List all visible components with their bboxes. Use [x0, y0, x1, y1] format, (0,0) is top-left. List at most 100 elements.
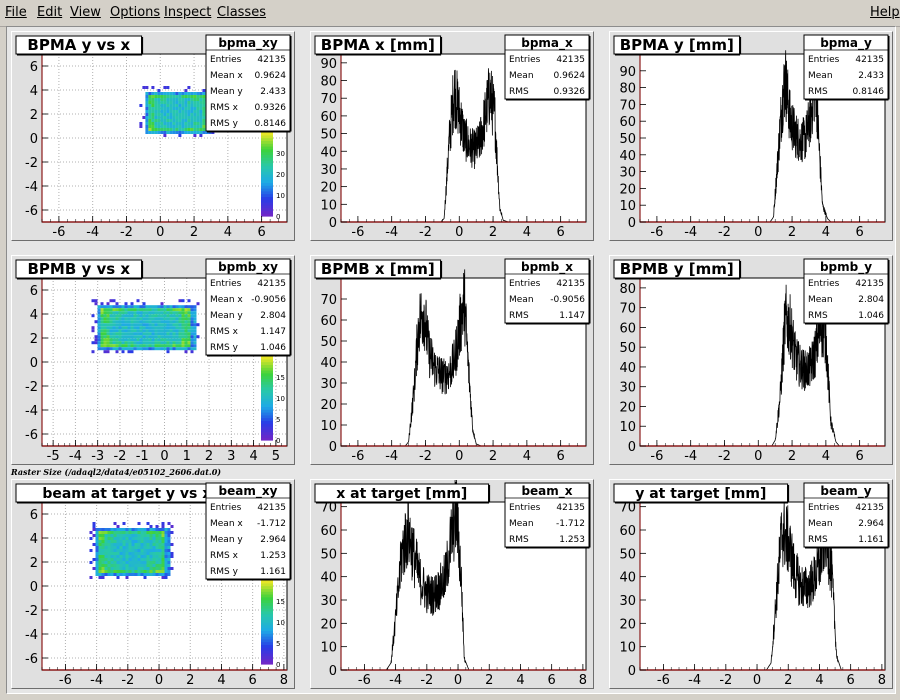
heatmap-cell — [116, 543, 120, 546]
menu-edit[interactable]: Edit — [37, 5, 63, 20]
chart-title: BPMB y vs x — [27, 260, 130, 278]
heatmap-cell — [143, 537, 147, 540]
histogram-series — [385, 480, 470, 671]
heatmap-cell — [157, 101, 161, 104]
heatmap-cell — [106, 335, 110, 339]
heatmap-cell — [92, 543, 96, 546]
heatmap-cell — [175, 326, 179, 330]
heatmap-cell — [167, 570, 171, 573]
heatmap-cell — [193, 113, 197, 116]
heatmap-cell — [109, 299, 113, 303]
heatmap-cell — [118, 317, 122, 321]
root-canvas[interactable]: 0 10 20 30 -6 -4 -2 0 2 4 6 -6 -4 -2 0 2 4 6 BPMA y vs x bp… — [6, 26, 896, 694]
heatmap-cell — [140, 558, 144, 561]
pad-bpmb-y[interactable]: -6 -4 -2 0 2 4 6 0 10 20 30 40 50 60 70 80 BPMB y [mm] bp… — [609, 255, 893, 465]
menu-inspect[interactable]: Inspect — [164, 5, 212, 20]
heatmap-cell — [139, 341, 143, 345]
heatmap-cell — [181, 104, 185, 107]
pad-bpma-x[interactable]: -6 -4 -2 0 2 4 6 0 10 20 30 40 50 60 70 80 90 BPMA x [mm]… — [310, 31, 594, 241]
heatmap-cell — [160, 95, 164, 98]
heatmap-cell — [151, 122, 155, 125]
pad-bpmb-x[interactable]: -6 -4 -2 0 2 4 6 0 10 20 30 40 50 60 70 BPMB x [mm] bpmb… — [310, 255, 594, 465]
heatmap-cell — [125, 576, 129, 579]
heatmap-cell — [145, 122, 149, 125]
heatmap-cell — [113, 528, 117, 531]
heatmap-cell — [134, 531, 138, 534]
heatmap-cell — [187, 122, 191, 125]
heatmap-cell — [181, 299, 185, 303]
heatmap-cell — [166, 119, 170, 122]
heatmap-cell — [155, 534, 159, 537]
palette-swatch — [261, 647, 273, 651]
heatmap-cell — [164, 537, 168, 540]
heatmap-cell — [134, 528, 138, 531]
heatmap-cell — [193, 323, 197, 327]
heatmap-cell — [103, 326, 107, 330]
heatmap-cell — [121, 311, 125, 315]
stats-label: Mean y — [210, 87, 243, 97]
palette-swatch — [261, 378, 273, 382]
heatmap-cell — [161, 534, 165, 537]
heatmap-cell — [121, 314, 125, 318]
heatmap-cell — [122, 549, 126, 552]
heatmap-cell — [196, 101, 200, 104]
pad-beam-x[interactable]: -6 -4 -2 0 2 4 6 8 0 10 20 30 40 50 60 70 x at target [m… — [310, 479, 594, 689]
heatmap-cell — [181, 329, 185, 333]
heatmap-cell — [175, 332, 179, 336]
heatmap-cell — [121, 350, 125, 354]
heatmap-cell — [143, 564, 147, 567]
menu-file[interactable]: File — [5, 5, 27, 20]
heatmap-cell — [193, 317, 197, 321]
heatmap-cell — [148, 308, 152, 312]
pad-beam-xy[interactable]: 0 5 10 15 -6 -4 -2 0 2 4 6 8 -6 -4 -2 0 2 4 6 beam at targe… — [11, 479, 295, 689]
menu-classes[interactable]: Classes — [217, 5, 266, 20]
heatmap-cell — [190, 122, 194, 125]
heatmap-cell — [160, 317, 164, 321]
heatmap-cell — [157, 128, 161, 131]
menu-view[interactable]: View — [70, 5, 101, 20]
heatmap-cell — [167, 549, 171, 552]
heatmap-cell — [145, 128, 149, 131]
heatmap-cell — [154, 101, 158, 104]
menu-help[interactable]: Help — [870, 5, 900, 20]
heatmap-cell — [184, 107, 188, 110]
heatmap-cell — [121, 332, 125, 336]
heatmap-cell — [97, 335, 101, 339]
y-tick-label: 90 — [619, 65, 636, 80]
stats-label: Entries — [808, 279, 840, 289]
heatmap-cell — [202, 107, 206, 110]
stats-label: Entries — [210, 55, 242, 65]
menu-options[interactable]: Options — [110, 5, 161, 20]
heatmap-cell — [190, 323, 194, 327]
palette-swatch — [261, 389, 273, 393]
heatmap-cell — [98, 549, 102, 552]
pad-beam-y[interactable]: -6 -4 -2 0 2 4 6 8 0 10 20 30 40 50 60 70 y at target [m… — [609, 479, 893, 689]
palette-tick-label: 10 — [276, 395, 285, 403]
heatmap-cell — [137, 549, 141, 552]
heatmap-cell — [103, 329, 107, 333]
pad-bpmb-xy[interactable]: 0 5 10 15 -5 -4 -3 -2 -1 0 1 2 3 4 5 -6 -4 -2 0 2 4 6 BPMB y v… — [11, 255, 295, 465]
heatmap-cell — [139, 323, 143, 327]
heatmap-cell — [112, 329, 116, 333]
heatmap-cell — [116, 576, 120, 579]
palette-swatch — [261, 146, 273, 150]
heatmap-cell — [125, 540, 129, 543]
heatmap-cell — [148, 338, 152, 342]
heatmap-cell — [184, 317, 188, 321]
heatmap-cell — [139, 332, 143, 336]
heatmap-cell — [97, 314, 101, 318]
heatmap-cell — [134, 540, 138, 543]
y-tick-label: 70 — [619, 98, 636, 113]
pad-bpma-y[interactable]: -6 -4 -2 0 2 4 6 0 10 20 30 40 50 60 70 80 90 BPMA y [mm]… — [609, 31, 893, 241]
heatmap-cell — [136, 341, 140, 345]
heatmap-cell — [161, 567, 165, 570]
heatmap-cell — [91, 314, 95, 318]
heatmap-cell — [121, 341, 125, 345]
palette-swatch — [261, 367, 273, 371]
heatmap-cell — [95, 570, 99, 573]
stats-value: 42135 — [855, 279, 884, 289]
pad-bpma-xy[interactable]: 0 10 20 30 -6 -4 -2 0 2 4 6 -6 -4 -2 0 2 4 6 BPMA y vs x bp… — [11, 31, 295, 241]
heatmap-cell — [145, 125, 149, 128]
heatmap-cell — [121, 317, 125, 321]
